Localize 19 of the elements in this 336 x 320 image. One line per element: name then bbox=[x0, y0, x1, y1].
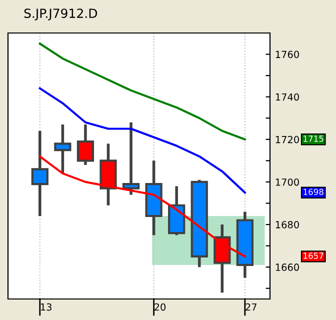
y-tick-label: 1700 bbox=[276, 178, 299, 186]
y-tick-label: 1740 bbox=[276, 93, 299, 101]
candlestick bbox=[54, 123, 72, 175]
text: 1657 bbox=[304, 252, 324, 259]
line-series bbox=[38, 87, 246, 194]
y-tick-label: 1720 bbox=[276, 136, 299, 144]
x-tick-label: 20 bbox=[154, 303, 166, 311]
y-tick-label: 1660 bbox=[276, 264, 299, 271]
candlestick bbox=[76, 123, 94, 166]
text: 1698 bbox=[304, 188, 324, 196]
y-tick-label: 1760 bbox=[276, 50, 299, 58]
x-tick-label: 27 bbox=[246, 303, 256, 311]
candlestick bbox=[31, 130, 48, 218]
chart-title: S.JP.J7912.D bbox=[24, 8, 98, 20]
y-tick-label: 1680 bbox=[276, 221, 299, 228]
x-tick-label: 13 bbox=[40, 303, 52, 311]
line-series bbox=[38, 42, 246, 140]
candlestick bbox=[122, 120, 140, 196]
text: 1715 bbox=[304, 136, 324, 142]
